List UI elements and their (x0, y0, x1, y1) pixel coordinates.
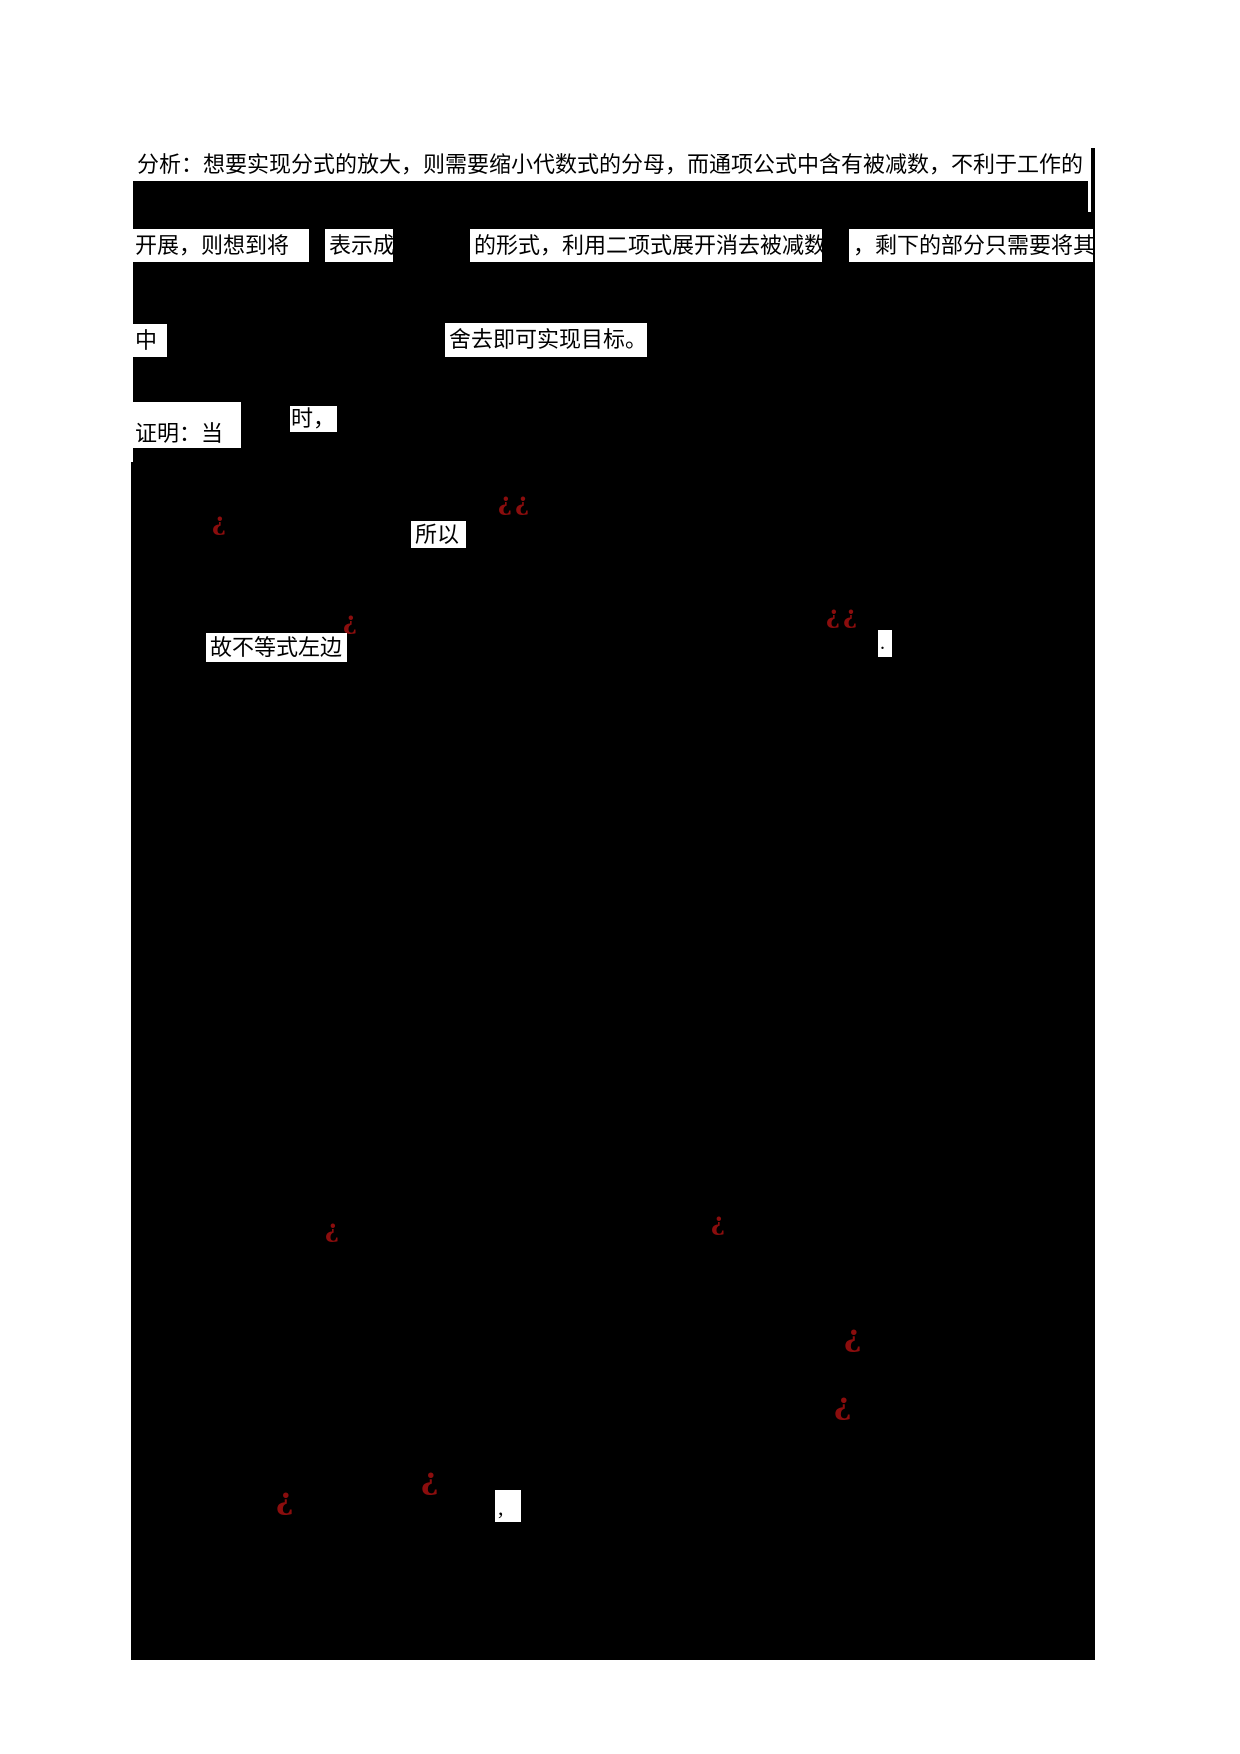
broken-equation-marker: ¿ (711, 1207, 726, 1236)
broken-equation-marker: ¿ (276, 1482, 294, 1517)
proof-comma: , (495, 1490, 521, 1522)
analysis-line2-part3: 的形式，利用二项式展开消去被减数 (470, 229, 822, 262)
proof-opening-part2: 时， (290, 406, 337, 432)
cell-border-left (131, 148, 133, 462)
proof-so-label: 所以 (411, 521, 466, 548)
broken-equation-marker: ¿ (325, 1214, 340, 1243)
analysis-line3-part2: 舍去即可实现目标。 (445, 323, 647, 357)
broken-equation-marker: ¿ (212, 507, 227, 536)
broken-equation-marker: ¿ (834, 1387, 852, 1422)
broken-equation-marker: ¿ (343, 606, 358, 635)
proof-period: . (878, 630, 892, 657)
proof-left-side-label: 故不等式左边 (206, 633, 347, 662)
analysis-line3-part1: 中 (131, 324, 167, 357)
cell-border-right (1088, 148, 1091, 212)
proof-opening-part1: 证明：当 (131, 402, 241, 448)
broken-equation-marker: ¿ (421, 1462, 439, 1497)
analysis-line2-part4: ，剩下的部分只需要将其 (849, 229, 1093, 262)
broken-equation-marker: ¿ (844, 1319, 862, 1354)
analysis-line2-part1: 开展，则想到将 (131, 229, 309, 262)
analysis-line2-part2: 表示成 (325, 229, 393, 262)
broken-equation-marker-double: ¿¿ (498, 487, 533, 516)
unrendered-content-block (131, 148, 1095, 1660)
broken-equation-marker-double: ¿¿ (826, 600, 861, 629)
analysis-line1: 分析：想要实现分式的放大，则需要缩小代数式的分母，而通项公式中含有被减数，不利于… (133, 148, 1089, 181)
